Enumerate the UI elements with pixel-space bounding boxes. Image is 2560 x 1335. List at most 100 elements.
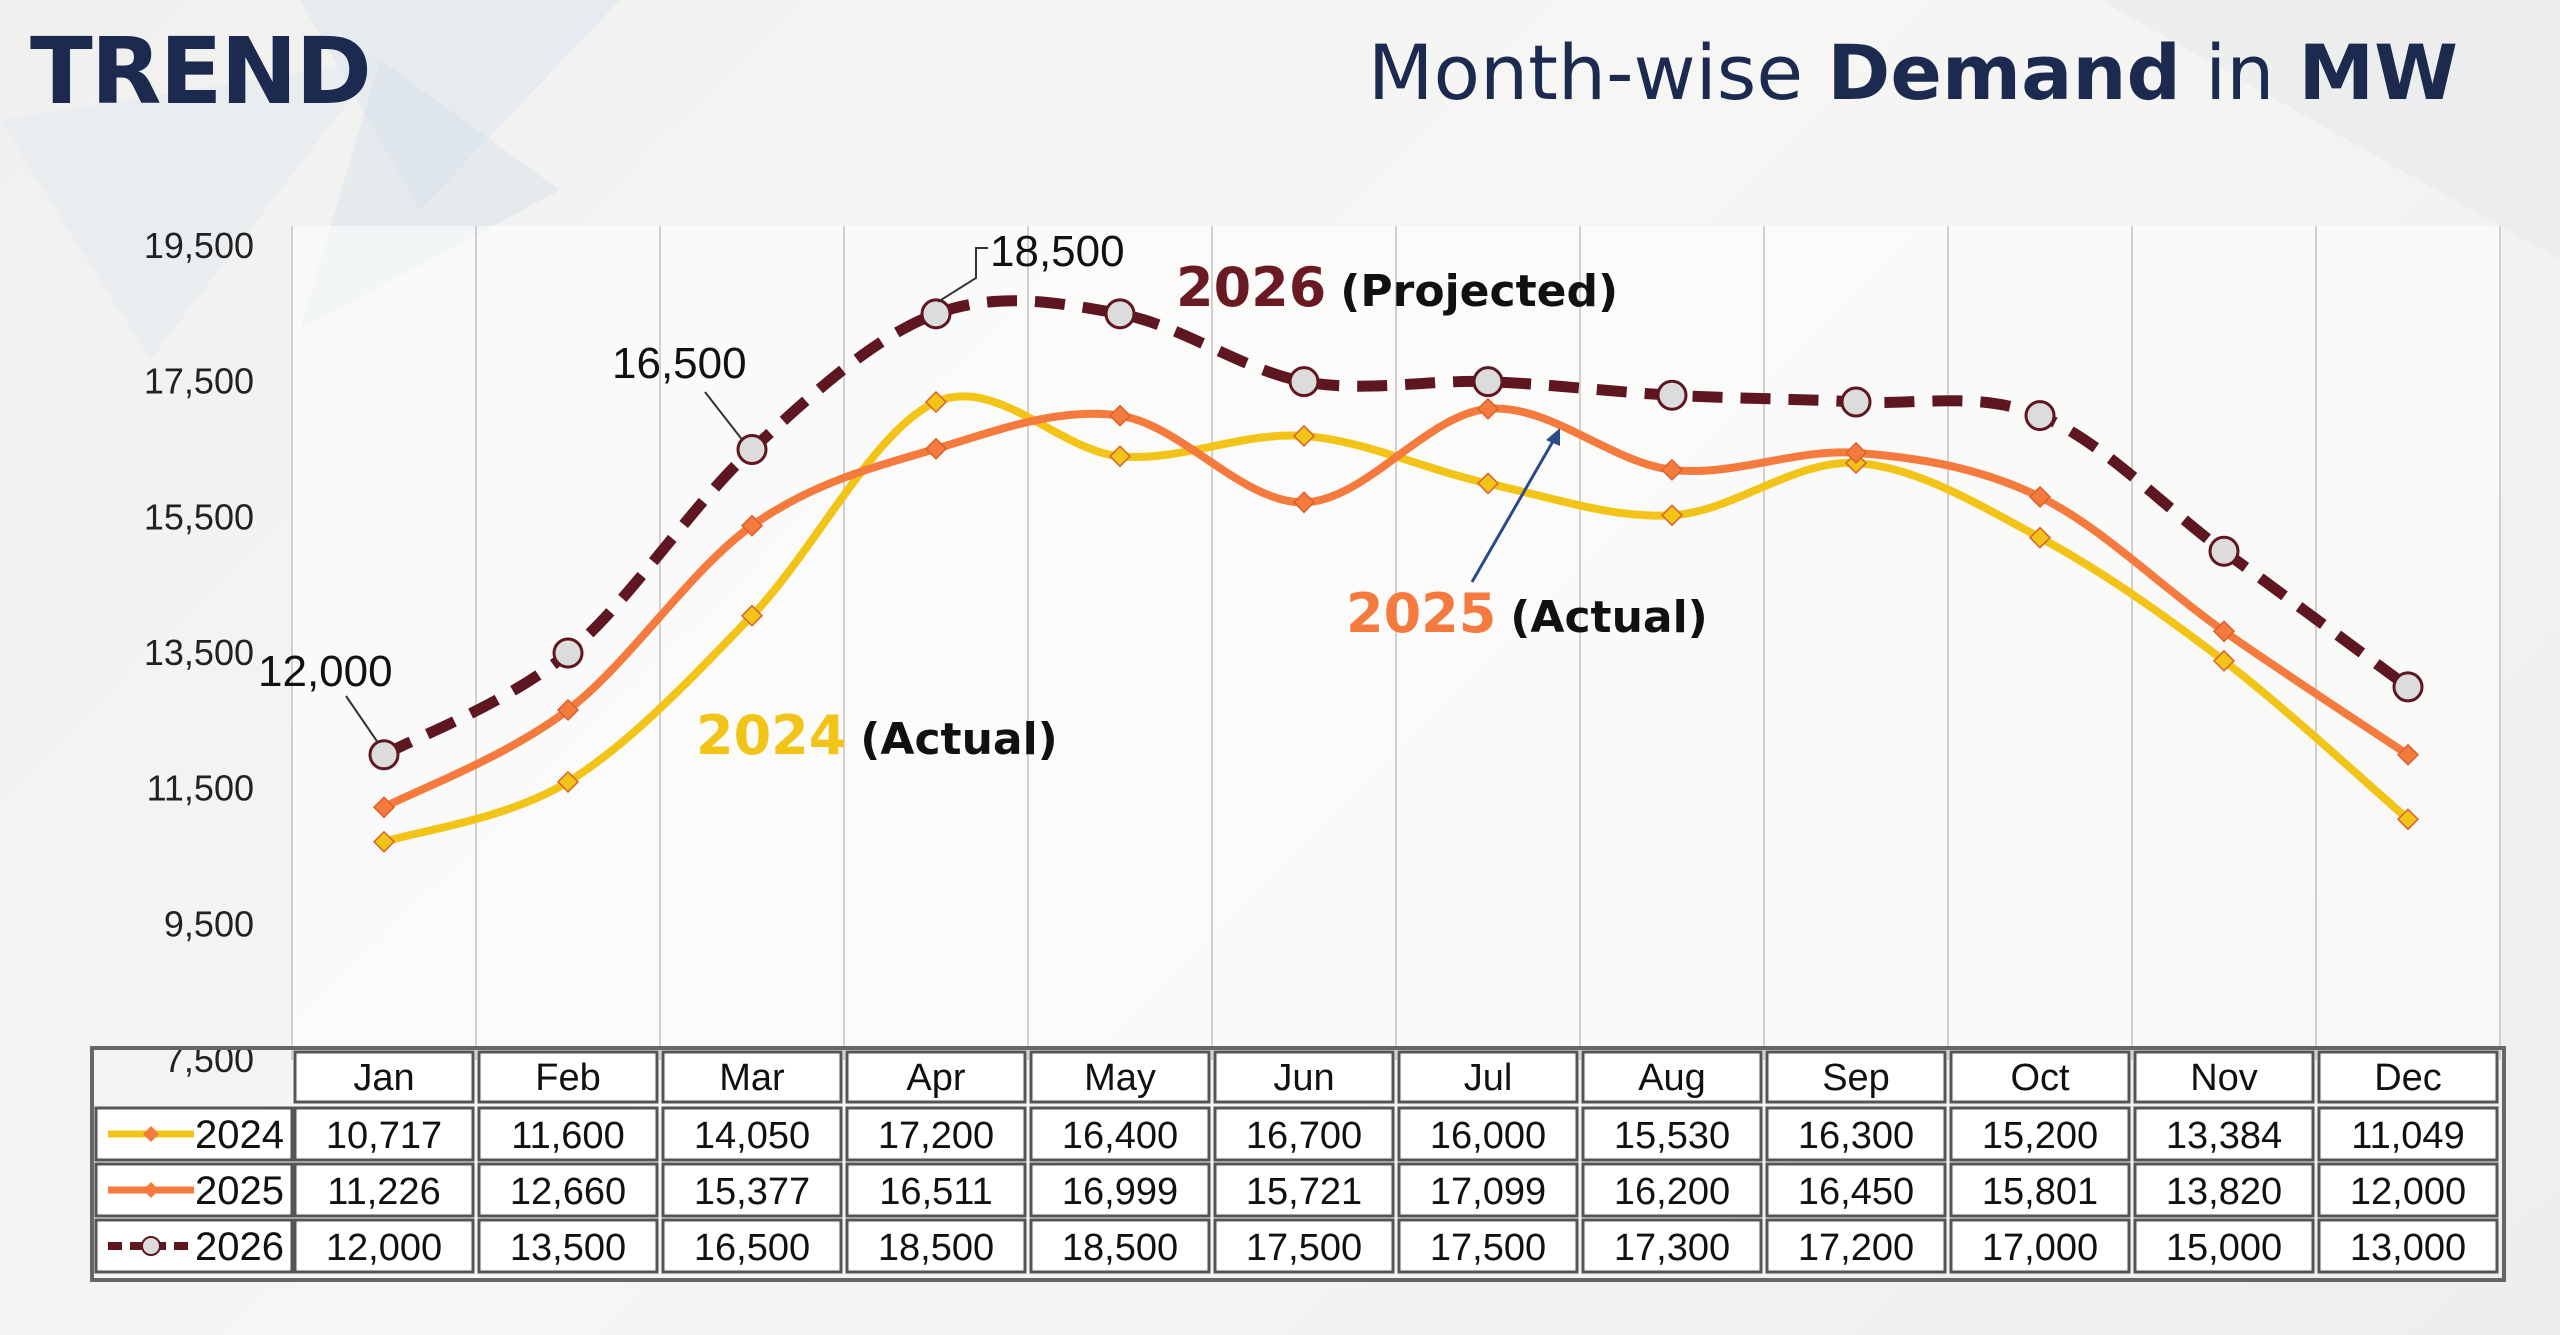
- callout-label: 12,000: [258, 647, 393, 696]
- table-header-cell: [661, 1050, 843, 1104]
- point-2024: [740, 604, 764, 627]
- table-cell: [1949, 1106, 2131, 1162]
- table-cell: [1581, 1162, 1763, 1218]
- annotation-2025: 2025 (Actual): [1346, 582, 1708, 645]
- table-header-dec: Dec: [2374, 1057, 2442, 1099]
- table-header-cell: [845, 1050, 1027, 1104]
- table-value: 16,000: [1430, 1115, 1546, 1157]
- callout-label: 16,500: [612, 339, 747, 388]
- annotation-2025-arrow: [1470, 435, 1558, 583]
- table-frame: [90, 1046, 2506, 1282]
- table-value: 13,820: [2166, 1171, 2282, 1213]
- table-cell: [2317, 1106, 2499, 1162]
- point-2025: [2212, 620, 2236, 643]
- point-2024: [1292, 424, 1316, 447]
- annotation-2024-year: 2024: [696, 704, 846, 767]
- table-header-jan: Jan: [353, 1057, 414, 1099]
- table-header-cell: [1765, 1050, 1947, 1104]
- table-header-jul: Jul: [1464, 1057, 1513, 1099]
- table-header-cell: [1213, 1050, 1395, 1104]
- table-cell: [1213, 1218, 1395, 1274]
- table-value: 17,200: [878, 1115, 994, 1157]
- table-cell: [293, 1106, 475, 1162]
- table-header-cell: [2317, 1050, 2499, 1104]
- annotation-2025-note: (Actual): [1510, 592, 1707, 643]
- callout-leader: [937, 247, 988, 303]
- table-header-apr: Apr: [906, 1057, 965, 1099]
- table-value: 15,801: [1982, 1171, 2098, 1213]
- legend-label-2026: 2026: [195, 1225, 284, 1269]
- table-value: 16,200: [1614, 1171, 1730, 1213]
- table-header-cell: [477, 1050, 659, 1104]
- table-value: 16,700: [1246, 1115, 1362, 1157]
- table-header-cell: [1581, 1050, 1763, 1104]
- point-2026: [2024, 400, 2056, 432]
- table-header-cell: [2133, 1050, 2315, 1104]
- table-cell: [661, 1106, 843, 1162]
- point-2026: [1288, 366, 1320, 398]
- table-value: 15,530: [1614, 1115, 1730, 1157]
- table-cell: [2133, 1218, 2315, 1274]
- point-2026: [368, 739, 400, 771]
- y-tick-label: 13,500: [144, 632, 254, 673]
- annotation-2024-note: (Actual): [860, 714, 1057, 765]
- table-value: 17,000: [1982, 1227, 2098, 1269]
- table-value: 12,000: [2350, 1171, 2466, 1213]
- y-tick-label: 15,500: [144, 496, 254, 537]
- point-2026: [1472, 366, 1504, 398]
- table-value: 16,300: [1798, 1115, 1914, 1157]
- legend-marker-2024: [143, 1126, 159, 1142]
- point-2024: [372, 830, 396, 853]
- table-header-may: May: [1084, 1057, 1156, 1099]
- point-2024: [2212, 649, 2236, 672]
- table-value: 18,500: [878, 1227, 994, 1269]
- point-2026: [2392, 671, 2424, 703]
- annotation-2026-note: (Projected): [1340, 266, 1618, 317]
- table-cell: [2317, 1162, 2499, 1218]
- legend-cell: [94, 1218, 294, 1274]
- table-cell: [661, 1162, 843, 1218]
- point-2025: [1660, 458, 1684, 481]
- table-cell: [845, 1162, 1027, 1218]
- y-tick-label: 17,500: [144, 361, 254, 402]
- annotation-2026: 2026 (Projected): [1176, 256, 1618, 319]
- table-cell: [1397, 1162, 1579, 1218]
- point-2025: [1108, 404, 1132, 427]
- point-2025: [2028, 485, 2052, 508]
- table-value: 18,500: [1062, 1227, 1178, 1269]
- table-value: 17,200: [1798, 1227, 1914, 1269]
- point-2024: [1660, 504, 1684, 527]
- table-cell: [2133, 1106, 2315, 1162]
- table-header-aug: Aug: [1638, 1057, 1706, 1099]
- table-cell: [1765, 1106, 1947, 1162]
- table-header-cell: [1029, 1050, 1211, 1104]
- table-cell: [477, 1162, 659, 1218]
- table-value: 15,200: [1982, 1115, 2098, 1157]
- table-value: 16,400: [1062, 1115, 1178, 1157]
- point-2026: [1104, 298, 1136, 330]
- point-2025: [1292, 491, 1316, 514]
- table-value: 14,050: [694, 1115, 810, 1157]
- table-header-cell: [1397, 1050, 1579, 1104]
- point-2025: [924, 437, 948, 460]
- table-header-oct: Oct: [2010, 1057, 2070, 1099]
- table-value: 16,511: [879, 1171, 992, 1213]
- table-cell: [1213, 1162, 1395, 1218]
- annotation-2025-arrowhead: [1546, 428, 1560, 446]
- table-cell: [477, 1218, 659, 1274]
- legend-marker-2025: [143, 1182, 159, 1198]
- table-cell: [1213, 1106, 1395, 1162]
- point-2025: [2396, 743, 2420, 766]
- y-tick-label: 19,500: [144, 225, 254, 266]
- table-header-sep: Sep: [1822, 1057, 1890, 1099]
- table-cell: [293, 1162, 475, 1218]
- point-2025: [1476, 397, 1500, 420]
- table-header-jun: Jun: [1273, 1057, 1334, 1099]
- table-value: 17,500: [1246, 1227, 1362, 1269]
- point-2024: [2028, 526, 2052, 549]
- table-value: 13,500: [510, 1227, 626, 1269]
- table-header-nov: Nov: [2190, 1057, 2258, 1099]
- table-cell: [2317, 1218, 2499, 1274]
- point-2024: [924, 390, 948, 414]
